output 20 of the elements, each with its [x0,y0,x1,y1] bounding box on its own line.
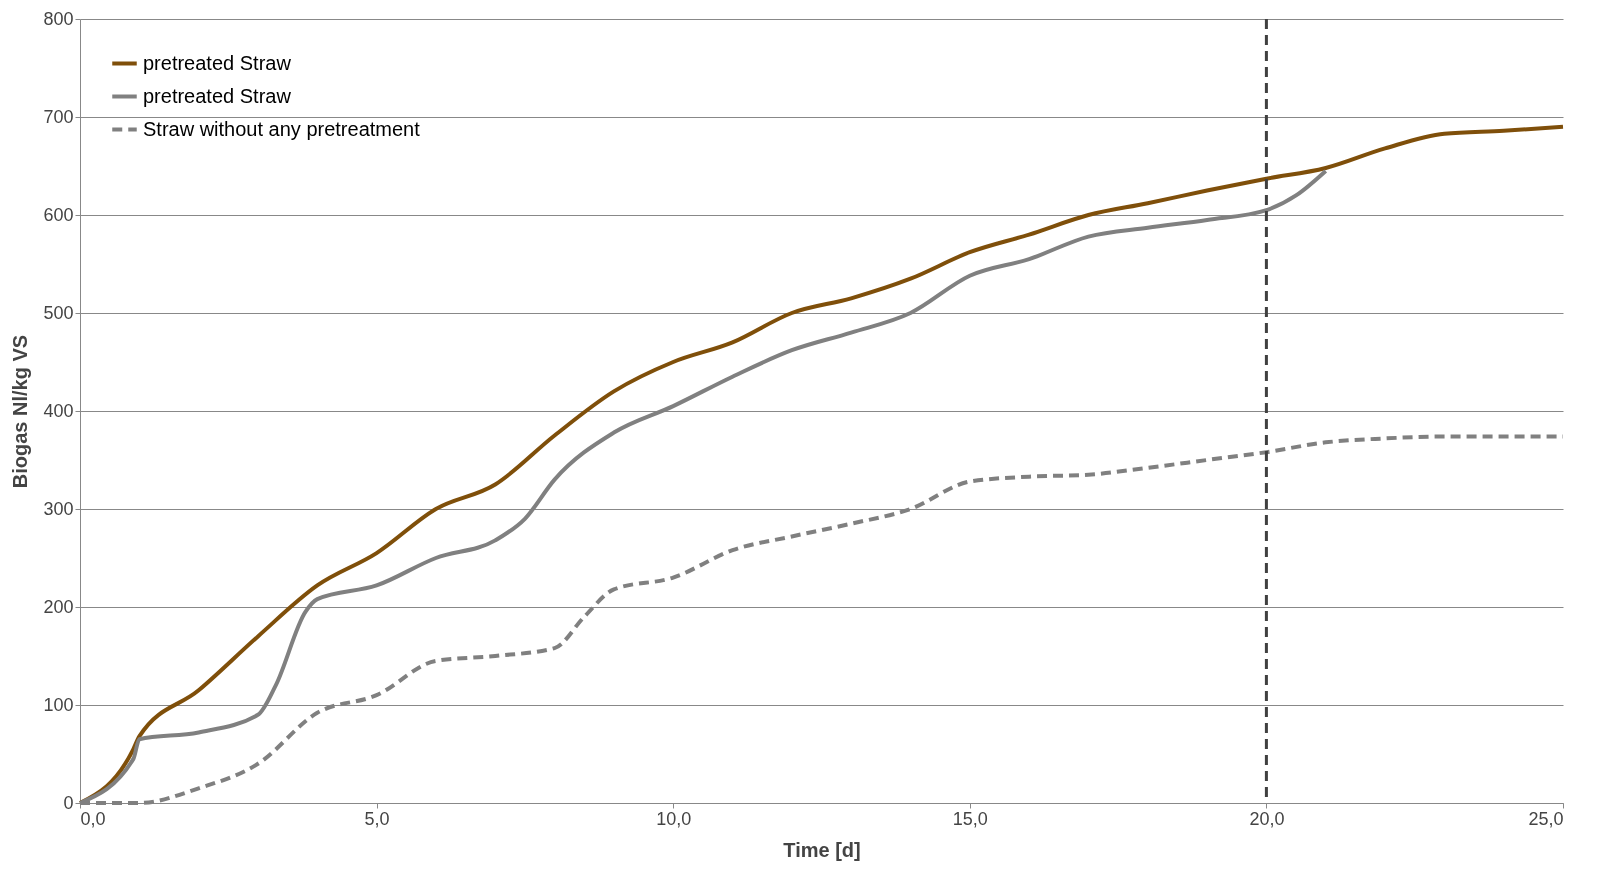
x-tick-label: 5,0 [364,808,390,829]
y-axis-title: Biogas Nl/kg VS [9,334,32,489]
y-tick-label: 700 [43,106,74,127]
y-tick-label: 400 [43,400,74,421]
x-tick-label: 25,0 [1528,808,1564,829]
x-tick-label: 10,0 [656,808,692,829]
y-tick-label: 600 [43,204,74,225]
x-tick-label: 15,0 [952,808,988,829]
y-tick-label: 500 [43,302,74,323]
y-tick-label: 300 [43,498,74,519]
y-tick-label: 200 [43,596,74,617]
x-tick-label: 20,0 [1249,808,1285,829]
y-tick-label: 100 [43,694,74,715]
x-tick-label: 0,0 [80,808,106,829]
y-tick-label: 800 [43,8,74,29]
legend-label: Straw without any pretreatment [143,117,421,140]
legend-label: pretreated Straw [143,51,292,74]
legend-label: pretreated Straw [143,84,292,107]
x-axis-title: Time [d] [783,838,861,861]
y-tick-label: 0 [63,792,74,813]
